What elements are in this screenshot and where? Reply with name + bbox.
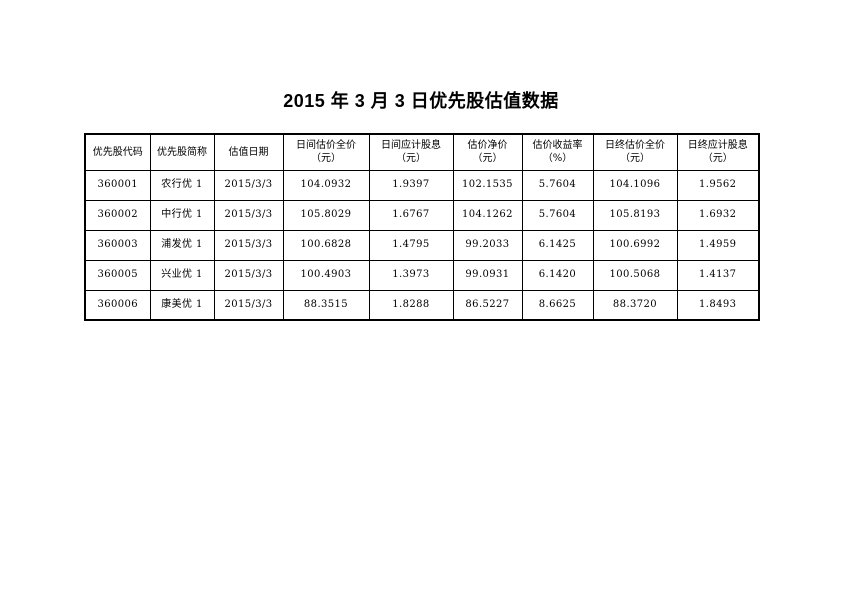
header-label: 估价收益率 [532,139,583,151]
table-row: 360006 康美优 1 2015/3/3 88.3515 1.8288 86.… [84,289,760,321]
header-label: 日间估价全价 [296,139,356,151]
header-label: 日终应计股息 [687,139,748,151]
cell-intraday-full-price: 104.0932 [282,169,370,201]
header-label: 估值日期 [228,146,269,158]
header-unit: （元） [702,153,733,165]
header-unit: （元） [311,153,341,165]
cell-intraday-accrued-dividend: 1.3973 [368,259,454,291]
cell-valuation-date: 2015/3/3 [213,289,284,321]
cell-intraday-full-price: 100.6828 [282,229,370,261]
cell-intraday-full-price: 88.3515 [282,289,370,321]
cell-yield: 5.7604 [521,199,594,231]
cell-intraday-full-price: 100.4903 [282,259,370,291]
cell-intraday-accrued-dividend: 1.6767 [368,199,454,231]
page-title: 2015 年 3 月 3 日优先股估值数据 [283,91,559,111]
cell-eod-accrued-dividend: 1.4137 [676,259,760,291]
cell-yield: 8.6625 [521,289,594,321]
column-header-eod-full-price: 日终估价全价 （元） [592,133,678,171]
cell-eod-accrued-dividend: 1.8493 [676,289,760,321]
cell-yield: 5.7604 [521,169,594,201]
cell-net-price: 102.1535 [452,169,523,201]
header-unit: （元） [620,153,650,165]
cell-name: 康美优 1 [149,289,215,321]
table-row: 360003 浦发优 1 2015/3/3 100.6828 1.4795 99… [84,229,760,261]
header-row: 优先股代码 优先股简称 估值日期 日间估价全价 （元） 日间应计股息 （元） 估 [84,133,760,171]
header-label: 优先股简称 [157,146,207,158]
cell-intraday-accrued-dividend: 1.4795 [368,229,454,261]
header-unit: （元） [396,153,426,165]
cell-code: 360003 [84,229,151,261]
column-header-yield: 估价收益率 （%） [521,133,594,171]
cell-name: 浦发优 1 [149,229,215,261]
cell-eod-accrued-dividend: 1.9562 [676,169,760,201]
table-row: 360001 农行优 1 2015/3/3 104.0932 1.9397 10… [84,169,760,201]
header-label: 日间应计股息 [381,139,441,151]
cell-intraday-accrued-dividend: 1.8288 [368,289,454,321]
cell-valuation-date: 2015/3/3 [213,199,284,231]
cell-code: 360006 [84,289,151,321]
cell-code: 360005 [84,259,151,291]
cell-net-price: 104.1262 [452,199,523,231]
table-row: 360005 兴业优 1 2015/3/3 100.4903 1.3973 99… [84,259,760,291]
cell-name: 兴业优 1 [149,259,215,291]
column-header-code: 优先股代码 [84,133,151,171]
header-label: 估价净价 [467,139,508,151]
cell-net-price: 86.5227 [452,289,523,321]
cell-valuation-date: 2015/3/3 [213,259,284,291]
column-header-intraday-full-price: 日间估价全价 （元） [282,133,370,171]
cell-eod-accrued-dividend: 1.6932 [676,199,760,231]
cell-valuation-date: 2015/3/3 [213,229,284,261]
cell-eod-full-price: 100.6992 [592,229,678,261]
cell-eod-full-price: 105.8193 [592,199,678,231]
header-label: 日终估价全价 [605,139,665,151]
header-label: 优先股代码 [92,146,143,158]
table-row: 360002 中行优 1 2015/3/3 105.8029 1.6767 10… [84,199,760,231]
cell-name: 农行优 1 [149,169,215,201]
column-header-intraday-accrued-dividend: 日间应计股息 （元） [368,133,454,171]
cell-net-price: 99.2033 [452,229,523,261]
column-header-eod-accrued-dividend: 日终应计股息 （元） [676,133,760,171]
cell-yield: 6.1425 [521,229,594,261]
valuation-table: 优先股代码 优先股简称 估值日期 日间估价全价 （元） 日间应计股息 （元） 估 [84,133,760,321]
column-header-net-price: 估价净价 （元） [452,133,523,171]
cell-eod-accrued-dividend: 1.4959 [676,229,760,261]
cell-valuation-date: 2015/3/3 [213,169,284,201]
cell-code: 360001 [84,169,151,201]
column-header-valuation-date: 估值日期 [213,133,284,171]
cell-eod-full-price: 104.1096 [592,169,678,201]
header-unit: （元） [472,153,503,165]
cell-intraday-full-price: 105.8029 [282,199,370,231]
cell-eod-full-price: 100.5068 [592,259,678,291]
cell-yield: 6.1420 [521,259,594,291]
cell-name: 中行优 1 [149,199,215,231]
header-unit: （%） [542,153,573,165]
cell-intraday-accrued-dividend: 1.9397 [368,169,454,201]
column-header-name: 优先股简称 [149,133,215,171]
cell-eod-full-price: 88.3720 [592,289,678,321]
cell-net-price: 99.0931 [452,259,523,291]
cell-code: 360002 [84,199,151,231]
